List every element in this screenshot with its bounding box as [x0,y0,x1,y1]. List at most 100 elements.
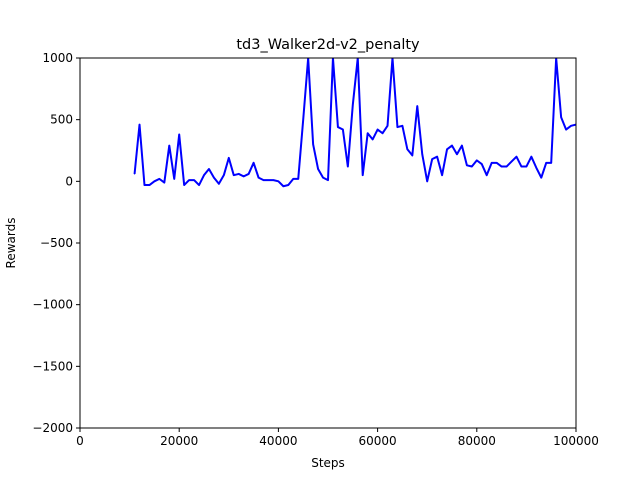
y-axis-label: Rewards [4,218,18,269]
data-point [193,179,195,181]
data-point [342,128,344,131]
x-tick-label: 40000 [259,434,297,448]
data-point [377,128,379,131]
data-point [178,133,180,136]
data-point [188,179,190,181]
x-tick-label: 20000 [160,434,198,448]
data-point [411,154,413,157]
data-point [238,173,240,175]
data-point [262,179,265,181]
data-point [248,173,250,175]
data-point [441,174,443,176]
y-tick-label: 1000 [42,51,73,65]
data-point [292,178,294,180]
y-tick-label: −1000 [32,298,73,312]
data-point [446,148,448,150]
data-point [302,119,304,121]
data-point [421,153,423,155]
data-point [203,174,205,176]
data-point [228,157,230,159]
data-point [466,164,468,166]
y-tick-label: −1500 [32,359,73,373]
x-tick-label: 0 [76,434,84,448]
data-point [530,156,532,158]
x-tick-label: 80000 [458,434,496,448]
data-point [560,116,562,118]
data-point [396,126,399,128]
data-point [352,104,354,106]
data-point [327,179,329,181]
data-point [257,177,260,179]
data-point [282,185,284,187]
data-point [406,148,408,150]
data-point [510,161,513,163]
y-tick-label: 0 [65,174,73,188]
y-tick-label: −500 [40,236,73,250]
data-point [223,174,225,176]
x-tick-label: 100000 [553,434,599,448]
data-point [461,144,463,147]
data-point [198,184,200,186]
data-point [183,184,185,186]
data-point [386,125,389,127]
data-point [525,165,528,168]
data-point [218,183,220,185]
data-point [322,177,324,179]
data-point [481,163,483,165]
data-point [540,177,542,179]
data-point [138,124,141,126]
data-point [287,184,289,186]
data-point [471,165,473,168]
data-point [416,105,418,107]
data-point [456,153,458,155]
data-point [158,178,160,180]
data-point [476,159,478,161]
data-point [143,184,146,186]
data-point [233,174,235,176]
data-point [436,156,438,158]
data-point [570,125,572,127]
data-point [505,165,508,168]
data-point [565,128,567,131]
data-point [148,184,151,186]
y-tick-label: −2000 [32,421,73,435]
data-point [535,167,537,169]
data-point [362,174,364,176]
data-point [496,162,498,164]
y-axis: −2000 −1500 −1000 −500 0 500 1000 [32,51,80,435]
data-point [267,179,270,181]
data-point [277,180,279,182]
data-point [312,143,314,145]
data-point [213,177,215,179]
data-point [208,168,210,170]
data-point [133,173,136,175]
data-point [486,174,488,176]
x-axis-label: Steps [311,456,345,470]
data-point [173,178,175,180]
data-point [401,125,403,127]
data-point [367,132,369,134]
y-tick-label: 500 [50,113,73,127]
data-point [243,175,245,177]
data-point [163,181,165,184]
data-point [491,162,493,164]
data-point [317,168,319,170]
data-point [253,162,255,164]
x-tick-label: 60000 [359,434,397,448]
data-point [431,158,433,160]
data-point [545,162,547,164]
data-point [168,144,170,147]
data-point [347,165,349,168]
x-axis: 0 20000 40000 60000 80000 100000 [76,428,599,448]
series-layer [133,58,576,188]
data-point [372,138,374,140]
data-point [153,180,155,182]
data-point [381,132,384,134]
series-line [133,58,576,188]
data-point [451,144,453,147]
data-point [272,179,275,181]
data-point [515,156,518,158]
data-point [426,180,428,182]
